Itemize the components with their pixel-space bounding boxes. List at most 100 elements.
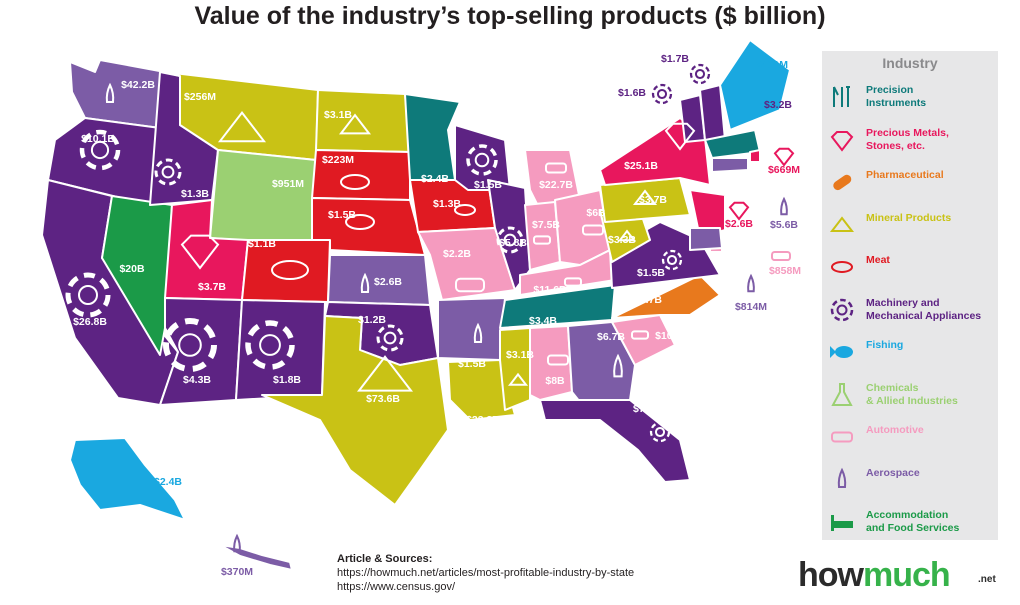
map-title: Value of the industry’s top-selling prod… (194, 2, 826, 30)
state-mo (417, 227, 516, 301)
value-label-ut: $3.7B (198, 281, 226, 293)
machinery-icon (163, 318, 217, 372)
value-label-co: $1.1B (248, 238, 276, 250)
legend-item-rocket: Aerospace (822, 464, 998, 504)
automotive-icon (547, 354, 569, 366)
legend-item-precision-instruments: Precision Instruments (822, 81, 998, 121)
value-label-md: $814M (735, 301, 767, 313)
legend-item-pill: Pharmaceutical (822, 166, 998, 206)
state-tn (499, 284, 616, 329)
mineral-icon (617, 229, 637, 242)
legend-label: Accommodation and Food Services (866, 509, 996, 535)
legend-item-fish: Fishing (822, 336, 998, 376)
legend-item-gear: Machinery and Mechanical Appliances (822, 294, 998, 334)
machinery-icon (651, 83, 673, 105)
mineral-icon (632, 189, 658, 205)
value-label-ky: $11.6B (533, 284, 567, 296)
precious-icon (180, 234, 220, 270)
legend-label-line-2: and Food Services (866, 522, 960, 534)
machinery-icon (376, 324, 404, 352)
machinery-icon (245, 320, 295, 370)
logo-suffix: .net (978, 574, 996, 585)
value-label-sc: $10.1B (655, 330, 689, 342)
precision-instruments-icon (833, 86, 850, 107)
us-map: $42.2B $10.1B $26.8B $20B $1.3B $256M $951M $3.… (41, 39, 801, 578)
value-label-sd: $223M (322, 154, 354, 166)
source-link-article[interactable]: https://howmuch.net/articles/most-profit… (337, 567, 635, 579)
legend-label-line-1: Mineral Products (866, 211, 952, 224)
state-ms (499, 327, 531, 411)
legend-label-line-1: Pharmaceutical (866, 169, 944, 181)
machinery-icon (661, 249, 683, 271)
steak-icon (831, 261, 853, 273)
value-label-hi: $370M (221, 566, 253, 578)
value-label-me: $431M (756, 59, 788, 71)
machinery-icon (689, 63, 711, 85)
legend-label-line-1: Precision (866, 84, 914, 96)
precious-icon (664, 122, 696, 151)
source-link-census[interactable]: https://www.census.gov/ (337, 581, 455, 593)
value-label-pa: $3.7B (639, 194, 667, 206)
legend-item-mineral: Mineral Products (822, 209, 998, 249)
bed-icon (831, 515, 853, 531)
value-label-ct: $5.6B (770, 219, 798, 231)
machinery-icon (79, 129, 121, 171)
machinery-icon (649, 421, 671, 443)
value-label-id: $1.3B (181, 188, 209, 200)
pill-icon (833, 174, 852, 191)
aerospace-icon (105, 82, 115, 103)
legend-label-line-2: Mechanical Appliances (866, 309, 982, 322)
legend-label: Chemicals & Allied Industries (866, 382, 996, 408)
value-label-nc: $3.7B (634, 294, 662, 306)
value-label-oh: $6B (586, 207, 606, 219)
value-label-wy: $951M (272, 178, 304, 190)
value-label-ak: $2.4B (154, 476, 182, 488)
legend-item-car: Automotive (822, 421, 998, 461)
state-ct (711, 157, 749, 173)
state-al (529, 325, 573, 401)
mineral-icon (507, 372, 529, 386)
value-label-mn: $2.4B (421, 173, 449, 185)
value-label-tx: $73.6B (366, 393, 400, 405)
precious-icon (728, 201, 750, 221)
aerospace-icon (613, 353, 623, 378)
state-mn (404, 93, 461, 181)
value-label-wv: $3.3B (608, 234, 636, 246)
machinery-icon (466, 144, 498, 176)
automotive-icon (533, 235, 551, 245)
state-tx (261, 315, 449, 506)
car-icon (831, 431, 853, 443)
value-label-nh: $1.7B (661, 53, 689, 65)
aerospace-icon (747, 273, 755, 293)
legend-item-bed: Accommodation and Food Services (822, 506, 998, 546)
legend-label-line-1: Fishing (866, 339, 904, 351)
state-nj (689, 189, 726, 239)
machinery-icon (154, 158, 182, 186)
value-label-mo: $2.2B (443, 248, 471, 260)
automotive-icon (771, 250, 791, 262)
aerospace-icon (780, 196, 788, 216)
value-label-ri: $669M (768, 164, 800, 176)
legend-label-line-1: Chemicals (866, 381, 919, 394)
legend-panel: Industry Precision Instruments Precious Me… (822, 51, 998, 540)
automotive-icon (455, 277, 485, 293)
value-label-ia: $1.3B (433, 198, 461, 210)
value-label-ne: $1.5B (328, 209, 356, 221)
diamond-icon (830, 130, 854, 152)
value-label-fl: $7.6B (633, 403, 661, 415)
legend-label-line-2: & Allied Industries (866, 394, 958, 407)
value-label-ny: $25.1B (624, 160, 658, 172)
legend-item-diamond: Precious Metals, Stones, etc. (822, 124, 998, 164)
value-label-nm: $1.8B (273, 374, 301, 386)
legend-item-steak: Meat (822, 251, 998, 291)
logo-part-how: how (798, 556, 864, 594)
value-label-ma: $3.2B (764, 99, 792, 111)
state-fl (539, 399, 691, 483)
meat-icon (345, 214, 375, 230)
value-label-al: $8B (545, 375, 565, 387)
logo-part-much: much (862, 556, 951, 594)
value-label-vt: $1.6B (618, 87, 646, 99)
aerospace-icon (360, 272, 370, 293)
legend-label: Precision Instruments (866, 84, 996, 110)
sources-block: Article & Sources: https://howmuch.net/a… (337, 552, 634, 594)
